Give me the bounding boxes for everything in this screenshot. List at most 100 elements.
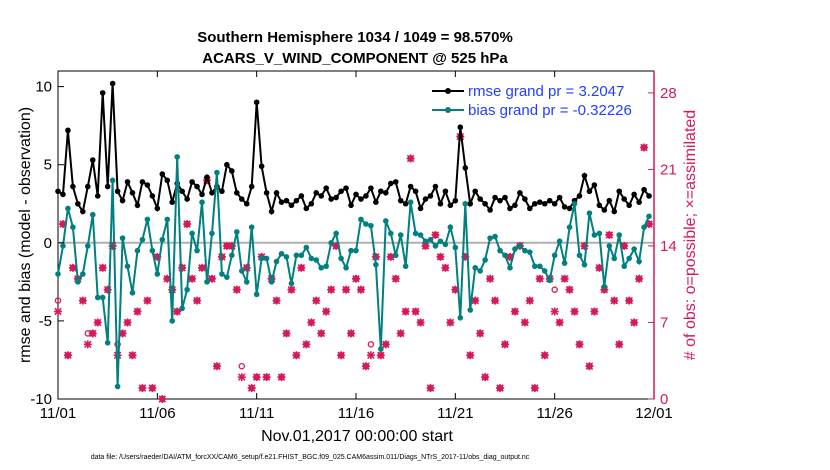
obs-assimilated-marker [322, 307, 331, 316]
bias-point [522, 247, 528, 254]
y-right-tick-label: 28 [660, 85, 677, 102]
obs-possible-marker [367, 341, 375, 348]
obs-assimilated-marker [138, 384, 147, 393]
bias-point [283, 254, 290, 260]
rmse-point [576, 193, 583, 199]
rmse-point [99, 90, 106, 96]
obs-assimilated-marker [635, 274, 644, 283]
bias-point [268, 279, 275, 285]
obs-assimilated-marker [381, 340, 390, 349]
obs-assimilated-marker [535, 274, 544, 283]
bias-point [412, 230, 419, 237]
bias-point [179, 305, 185, 312]
obs-assimilated-marker [630, 318, 639, 327]
bias-point [591, 232, 598, 238]
rmse-point [487, 207, 493, 213]
bias-point [527, 249, 533, 255]
legend-bias-marker [445, 107, 451, 113]
obs-assimilated-marker [356, 285, 365, 294]
obs-assimilated-marker [133, 307, 142, 316]
rmse-point [392, 179, 399, 185]
bias-point [229, 252, 235, 259]
obs-assimilated-marker [605, 231, 614, 239]
bias-point [114, 383, 121, 390]
x-axis: 11/01 11/06 11/11 11/16 11/21 11/26 12/01 [40, 71, 673, 422]
bias-point [626, 255, 632, 262]
rmse-point [333, 194, 339, 201]
rmse-point [462, 165, 469, 171]
rmse-point [586, 188, 593, 195]
obs-assimilated-marker [148, 384, 157, 393]
bias-point [556, 238, 563, 245]
rmse-point [343, 185, 349, 191]
obs-assimilated-marker [510, 307, 519, 316]
rmse-point [457, 124, 464, 131]
bias-point [417, 232, 424, 238]
rmse-point [70, 183, 76, 190]
obs-assimilated-marker [98, 263, 107, 272]
bias-point [338, 255, 344, 262]
bias-point [119, 235, 126, 241]
bias-point [507, 265, 513, 271]
rmse-point [492, 194, 498, 201]
obs-assimilated-marker [565, 285, 574, 294]
bias-point [512, 246, 518, 252]
y-right-tick-label: 14 [660, 238, 677, 255]
rmse-point [383, 190, 389, 196]
rmse-point [447, 202, 454, 209]
obs-assimilated-marker [237, 373, 246, 382]
bias-point [209, 230, 215, 237]
obs-assimilated-marker [63, 351, 72, 360]
rmse-point [179, 188, 185, 195]
rmse-point [328, 196, 334, 202]
rmse-point [268, 208, 275, 215]
bias-point [447, 224, 454, 230]
rmse-point [606, 197, 613, 204]
bias-point [561, 260, 568, 266]
bias-point [641, 224, 647, 230]
obs-assimilated-marker [54, 307, 62, 316]
obs-assimilated-marker [555, 318, 564, 327]
rmse-point [134, 202, 141, 209]
bias-point [402, 263, 409, 270]
bias-point [139, 236, 146, 243]
y-axis-right: 0 7 14 21 28 [648, 71, 677, 408]
rmse-point [422, 196, 429, 202]
obs-assimilated-marker [317, 329, 326, 338]
bias-point [174, 154, 180, 160]
obs-assimilated-marker [327, 285, 336, 294]
obs-assimilated-marker [520, 318, 529, 327]
y-left-tick-label: 0 [44, 235, 52, 252]
bias-point [482, 257, 488, 263]
obs-possible-marker [551, 286, 558, 293]
rmse-point [546, 197, 553, 204]
bias-point [124, 263, 131, 270]
y-left-tick-label: 5 [44, 157, 52, 174]
rmse-point [338, 188, 344, 195]
rmse-point [189, 179, 195, 185]
rmse-point [427, 193, 434, 199]
obs-assimilated-marker [525, 296, 534, 305]
rmse-point [124, 179, 131, 185]
rmse-point [368, 185, 374, 191]
rmse-point [80, 208, 86, 215]
rmse-point [273, 190, 280, 196]
bias-point [363, 221, 369, 227]
bias-point [606, 243, 613, 249]
x-tick-label: 11/26 [536, 405, 572, 422]
y-left-tick-label: -10 [30, 391, 52, 408]
obs-assimilated-marker [312, 296, 321, 305]
obs-assimilated-marker [68, 263, 77, 272]
obs-assimilated-marker [426, 384, 435, 393]
bias-point [368, 222, 374, 229]
obs-assimilated-marker [123, 318, 132, 327]
obs-possible-marker [238, 362, 246, 370]
obs-assimilated-marker [247, 384, 256, 393]
rmse-point [482, 200, 488, 207]
obs-assimilated-marker [342, 285, 351, 294]
obs-assimilated-marker [183, 220, 192, 229]
rmse-point [631, 191, 637, 198]
rmse-point [646, 193, 652, 199]
rmse-point [288, 202, 295, 209]
rmse-point [248, 183, 255, 190]
